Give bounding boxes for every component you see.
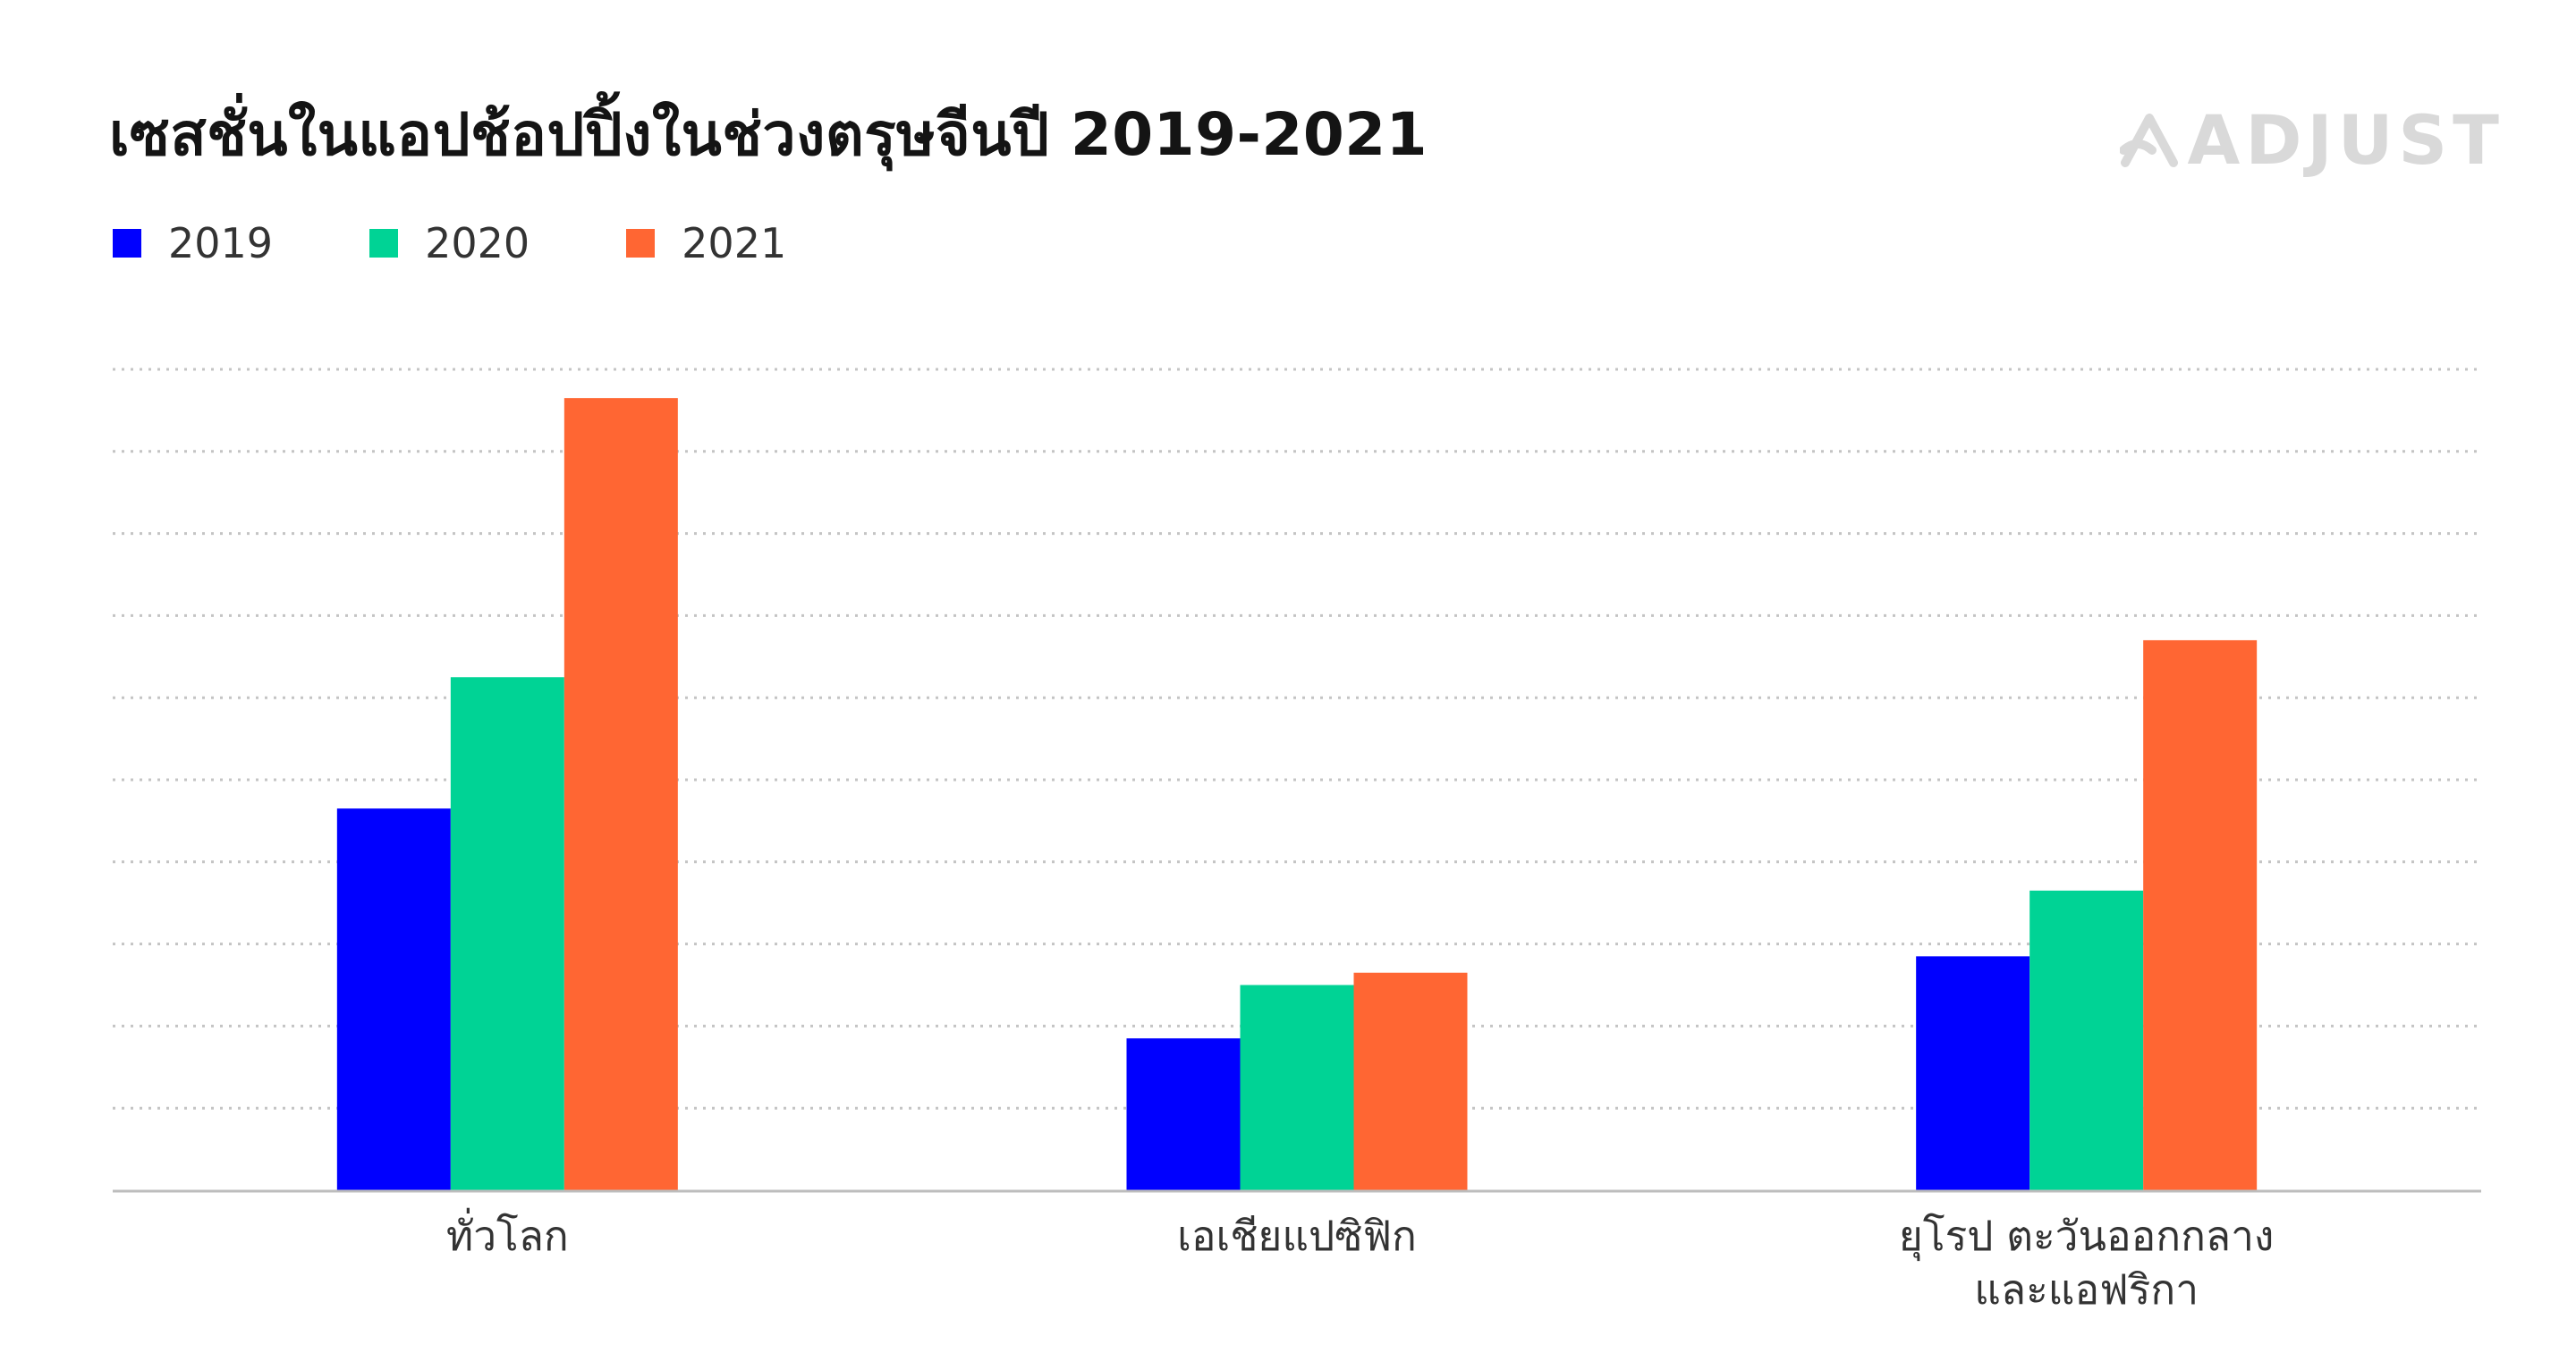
adjust-logo-icon: [2119, 113, 2178, 167]
adjust-logo-text: ADJUST: [2187, 100, 2504, 180]
legend-swatch-2021: [626, 229, 656, 258]
x-tick-label-line: เอเชียแปซิฟิก: [1177, 1212, 1417, 1260]
x-tick-label-line: ทั่วโลก: [445, 1212, 569, 1260]
legend-swatch-2019: [113, 229, 141, 258]
legend: 2019 2020 2021: [113, 219, 786, 267]
bar-2021-cat-2: [2143, 639, 2258, 1190]
legend-label-2019: 2019: [168, 219, 274, 267]
bar-2020-cat-0: [450, 677, 564, 1190]
bar-2020-cat-1: [1240, 985, 1354, 1190]
legend-swatch-2020: [369, 229, 399, 258]
bar-2020-cat-2: [2029, 890, 2144, 1190]
bar-2019-cat-1: [1126, 1038, 1241, 1190]
legend-label-2020: 2020: [425, 219, 530, 267]
chart-title: เซสชั่นในแอปช้อปปิ้งในช่วงตรุษจีนปี 2019…: [109, 100, 1428, 169]
x-tick-label-line: และแอฟริกา: [1974, 1265, 2199, 1314]
legend-item-2020: 2020: [369, 219, 530, 267]
x-tick-label-line: ยุโรป ตะวันออกกลาง: [1898, 1212, 2275, 1260]
bar-2019-cat-2: [1916, 956, 2030, 1190]
legend-item-2021: 2021: [626, 219, 786, 267]
bar-2019-cat-0: [336, 808, 451, 1190]
x-tick-label: ยุโรป ตะวันออกกลางและแอฟริกา: [1899, 1209, 2274, 1316]
legend-label-2021: 2021: [682, 219, 787, 267]
adjust-logo: ADJUST: [2119, 100, 2504, 180]
x-tick-label: ทั่วโลก: [446, 1209, 569, 1263]
legend-item-2019: 2019: [113, 219, 273, 267]
x-tick-label: เอเชียแปซิฟิก: [1177, 1209, 1417, 1263]
bar-2021-cat-1: [1353, 972, 1468, 1190]
bar-2021-cat-0: [564, 398, 678, 1190]
